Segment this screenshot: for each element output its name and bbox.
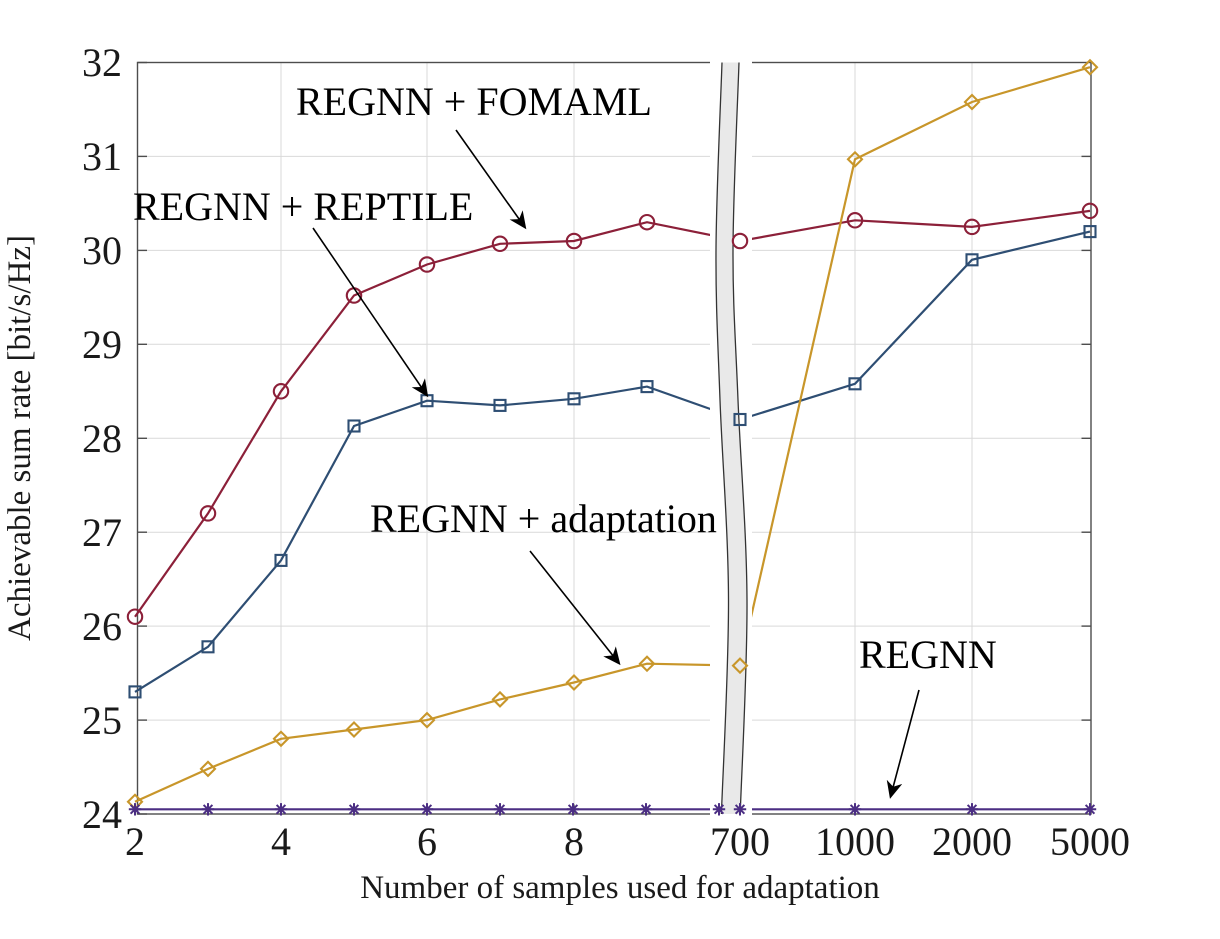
- svg-text:24: 24: [82, 792, 122, 837]
- svg-text:700: 700: [710, 819, 770, 864]
- svg-text:8: 8: [564, 819, 584, 864]
- svg-text:25: 25: [82, 698, 122, 743]
- svg-text:30: 30: [82, 228, 122, 273]
- svg-text:REGNN: REGNN: [859, 632, 997, 677]
- svg-text:6: 6: [417, 819, 437, 864]
- svg-text:2000: 2000: [932, 819, 1012, 864]
- svg-text:1000: 1000: [815, 819, 895, 864]
- svg-text:27: 27: [82, 510, 122, 555]
- svg-text:32: 32: [82, 40, 122, 85]
- svg-text:REGNN + adaptation: REGNN + adaptation: [370, 496, 717, 541]
- svg-text:Number of samples used for ada: Number of samples used for adaptation: [360, 870, 880, 906]
- svg-text:4: 4: [271, 819, 291, 864]
- svg-text:5000: 5000: [1050, 819, 1130, 864]
- svg-text:REGNN + FOMAML: REGNN + FOMAML: [296, 79, 652, 124]
- svg-text:2: 2: [125, 819, 145, 864]
- svg-text:26: 26: [82, 604, 122, 649]
- svg-text:31: 31: [82, 134, 122, 179]
- svg-text:28: 28: [82, 416, 122, 461]
- svg-text:29: 29: [82, 322, 122, 367]
- svg-text:REGNN + REPTILE: REGNN + REPTILE: [133, 184, 473, 229]
- svg-text:Achievable sum rate [bit/s/Hz]: Achievable sum rate [bit/s/Hz]: [2, 235, 38, 641]
